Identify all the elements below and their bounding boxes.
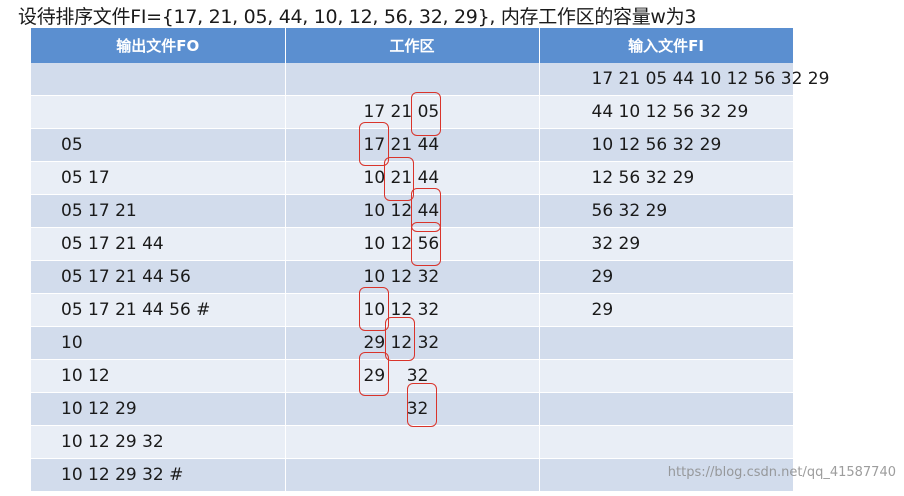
input-file-cell: 29 (539, 293, 794, 327)
input-file-cell: 29 (539, 260, 794, 294)
output-file-cell: 05 17 21 (31, 194, 286, 228)
table-row: 05 17 21 10 12 44 56 32 29 (31, 194, 794, 228)
output-file-cell: 10 (31, 326, 286, 360)
output-file-cell: 10 12 29 32 (31, 425, 286, 459)
table-row: 10 12 29 32 (31, 392, 794, 426)
output-file-cell: 10 12 29 32 # (31, 458, 286, 492)
work-area-cell (285, 458, 540, 492)
highlight-box (411, 222, 441, 266)
work-area-cell: 10 12 44 (285, 194, 540, 228)
work-area-cell: 10 12 56 (285, 227, 540, 261)
header-output-file: 输出文件FO (31, 28, 286, 63)
table-row: 10 29 12 32 (31, 326, 794, 360)
input-file-cell (539, 326, 794, 360)
highlight-box (411, 92, 441, 136)
input-file-cell (539, 392, 794, 426)
header-input-file: 输入文件FI (539, 28, 794, 63)
work-area-cell: 29 32 (285, 359, 540, 393)
output-file-cell: 05 17 21 44 (31, 227, 286, 261)
input-file-cell (539, 458, 794, 492)
input-file-cell: 12 56 32 29 (539, 161, 794, 195)
table-row: 05 17 21 44 10 12 56 32 29 (31, 128, 794, 162)
work-area-cell (285, 63, 540, 96)
table-row: 10 12 29 32 (31, 359, 794, 393)
problem-statement: 设待排序文件FI={17, 21, 05, 44, 10, 12, 56, 32… (18, 6, 697, 28)
output-file-cell: 10 12 29 (31, 392, 286, 426)
input-file-cell: 32 29 (539, 227, 794, 261)
table-row: 10 12 29 32 # (31, 458, 794, 492)
input-file-cell (539, 359, 794, 393)
highlight-box (359, 352, 389, 396)
highlight-box (411, 188, 441, 232)
highlight-box (359, 287, 389, 331)
highlight-box (407, 383, 437, 427)
input-file-cell (539, 425, 794, 459)
output-file-cell (31, 95, 286, 129)
output-file-cell: 05 17 (31, 161, 286, 195)
work-area-cell: 10 12 32 (285, 260, 540, 294)
input-file-cell: 10 12 56 32 29 (539, 128, 794, 162)
input-file-cell: 44 10 12 56 32 29 (539, 95, 794, 129)
output-file-cell: 05 (31, 128, 286, 162)
work-area-cell: 32 (285, 392, 540, 426)
highlight-box (359, 122, 389, 166)
table-row: 17 21 05 44 10 12 56 32 29 (31, 95, 794, 129)
highlight-box (384, 157, 414, 201)
work-area-cell: 17 21 44 (285, 128, 540, 162)
output-file-cell: 10 12 (31, 359, 286, 393)
work-area-cell (285, 425, 540, 459)
replacement-selection-table: 输出文件FO 工作区 输入文件FI 17 21 05 44 10 12 56 3… (31, 28, 829, 492)
table-row: 05 17 21 44 10 12 56 32 29 (31, 227, 794, 261)
output-file-cell (31, 63, 286, 96)
watermark: https://blog.csdn.net/qq_41587740 (667, 465, 896, 480)
input-file-cell: 17 21 05 44 10 12 56 32 29 (539, 63, 829, 96)
work-area-cell: 29 12 32 (285, 326, 540, 360)
table-row: 17 21 05 44 10 12 56 32 29 (31, 63, 829, 96)
table-row: 05 17 21 44 56 10 12 32 29 (31, 260, 794, 294)
header-work-area: 工作区 (285, 28, 540, 63)
table-header-row: 输出文件FO 工作区 输入文件FI (31, 28, 794, 63)
input-file-cell: 56 32 29 (539, 194, 794, 228)
table-row: 10 12 29 32 (31, 425, 794, 459)
work-area-cell: 17 21 05 (285, 95, 540, 129)
highlight-box (385, 317, 415, 361)
output-file-cell: 05 17 21 44 56 # (31, 293, 286, 327)
output-file-cell: 05 17 21 44 56 (31, 260, 286, 294)
